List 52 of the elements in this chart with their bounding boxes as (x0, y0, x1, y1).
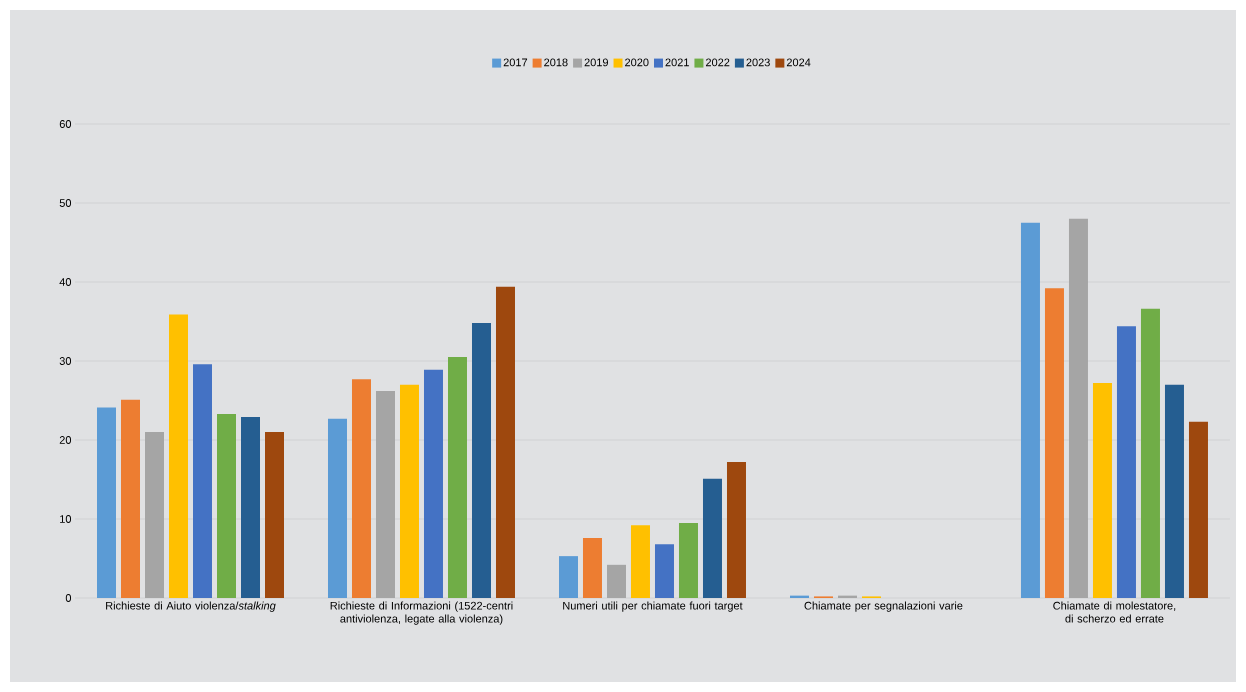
bar (193, 364, 212, 598)
y-tick-label: 30 (59, 357, 72, 365)
x-tick-label: Numeri utili per chiamate fuori target (563, 601, 743, 612)
bar (169, 314, 188, 598)
bar (1164, 384, 1184, 598)
bar (241, 417, 260, 598)
bar (97, 407, 116, 598)
bar (1020, 222, 1040, 598)
bar (351, 379, 371, 598)
bar (1140, 308, 1160, 598)
bar (726, 462, 746, 598)
legend-label: 2024 (786, 58, 811, 67)
bar (399, 384, 419, 598)
bar (121, 399, 140, 598)
bar (1188, 421, 1208, 598)
bar (495, 286, 515, 598)
legend-label: 2018 (544, 58, 568, 67)
bar (265, 432, 284, 598)
bar (630, 525, 650, 598)
y-tick-label: 50 (59, 199, 72, 207)
bar (1044, 288, 1064, 598)
bar (1116, 326, 1136, 598)
legend-label: 2020 (625, 58, 649, 67)
x-tick-label: Richieste di Aiuto violenza/stalking (106, 601, 276, 612)
bar (327, 418, 347, 598)
legend-label: 2022 (705, 58, 730, 67)
bar (678, 522, 698, 598)
y-tick-label: 60 (59, 120, 72, 128)
bar (1092, 383, 1112, 598)
bar (654, 544, 674, 598)
legend-label: 2017 (503, 58, 528, 67)
bar (471, 323, 491, 598)
legend-label: 2023 (746, 58, 770, 67)
bar (1068, 218, 1088, 598)
bar (558, 556, 578, 598)
bar (217, 413, 236, 598)
bar (582, 537, 602, 598)
y-tick-label: 10 (60, 515, 72, 523)
y-tick-label: 40 (59, 278, 72, 286)
x-tick-label: Chiamate di molestatore, di scherzo ed errate (1053, 601, 1176, 623)
bar (375, 391, 395, 598)
legend-label: 2021 (665, 58, 689, 67)
legend-label: 2019 (584, 58, 609, 67)
x-tick-label: Richieste di Informazioni (1522-centri antiviolenza, legate alla violenza) (330, 601, 513, 625)
y-tick-label: 20 (59, 436, 72, 444)
bar (702, 478, 722, 598)
y-tick-label: 0 (65, 594, 72, 602)
bar (423, 369, 443, 598)
bar (145, 432, 164, 598)
bar (447, 357, 467, 598)
bar (606, 564, 626, 598)
x-tick-label: Chiamate per segnalazioni varie (804, 601, 963, 612)
